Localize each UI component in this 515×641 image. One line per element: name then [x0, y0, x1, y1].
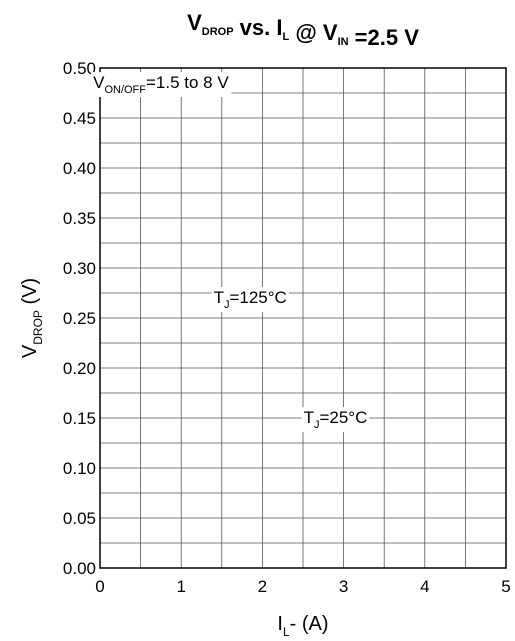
y-tick-label: 0.10 — [63, 459, 96, 478]
y-tick-label: 0.40 — [63, 159, 96, 178]
y-tick-label: 0.45 — [63, 109, 96, 128]
svg-text:TJ=25°C: TJ=25°C — [304, 408, 368, 431]
x-tick-label: 4 — [420, 577, 429, 596]
y-axis-label: VDROP (V) — [19, 278, 45, 358]
plot-frame — [99, 67, 507, 569]
x-tick-label: 0 — [95, 577, 104, 596]
y-tick-label: 0.35 — [63, 209, 96, 228]
y-tick-label: 0.30 — [63, 259, 96, 278]
x-tick-label: 1 — [176, 577, 185, 596]
y-tick-label: 0.25 — [63, 309, 96, 328]
x-axis-label: IL- (A) — [277, 613, 328, 639]
x-tick-label: 3 — [339, 577, 348, 596]
y-tick-label: 0.20 — [63, 359, 96, 378]
y-tick-label: 0.00 — [63, 559, 96, 578]
x-tick-label: 2 — [258, 577, 267, 596]
y-tick-label: 0.05 — [63, 509, 96, 528]
y-tick-label: 0.50 — [63, 59, 96, 78]
annotation-label: TJ=125°C — [211, 287, 289, 312]
grid — [100, 68, 506, 568]
x-tick-label: 5 — [501, 577, 510, 596]
svg-text:VON/OFF=1.5 to 8 V: VON/OFF=1.5 to 8 V — [93, 73, 229, 96]
annotation-label: TJ=25°C — [301, 407, 370, 432]
annotation-label: VON/OFF=1.5 to 8 V — [91, 72, 232, 97]
tick-labels: 0 1 2 3 4 5 0.00 0.05 0.10 0.15 0.20 0.25 0.30 0.35 0.… — [63, 59, 511, 596]
y-tick-label: 0.15 — [63, 409, 96, 428]
svg-text:TJ=125°C: TJ=125°C — [214, 288, 287, 311]
chart-title: VDROP vs. IL @ VIN =2.5 V — [187, 10, 419, 50]
annotations: VON/OFF=1.5 to 8 V TJ=125°C TJ=25°C — [91, 72, 370, 432]
